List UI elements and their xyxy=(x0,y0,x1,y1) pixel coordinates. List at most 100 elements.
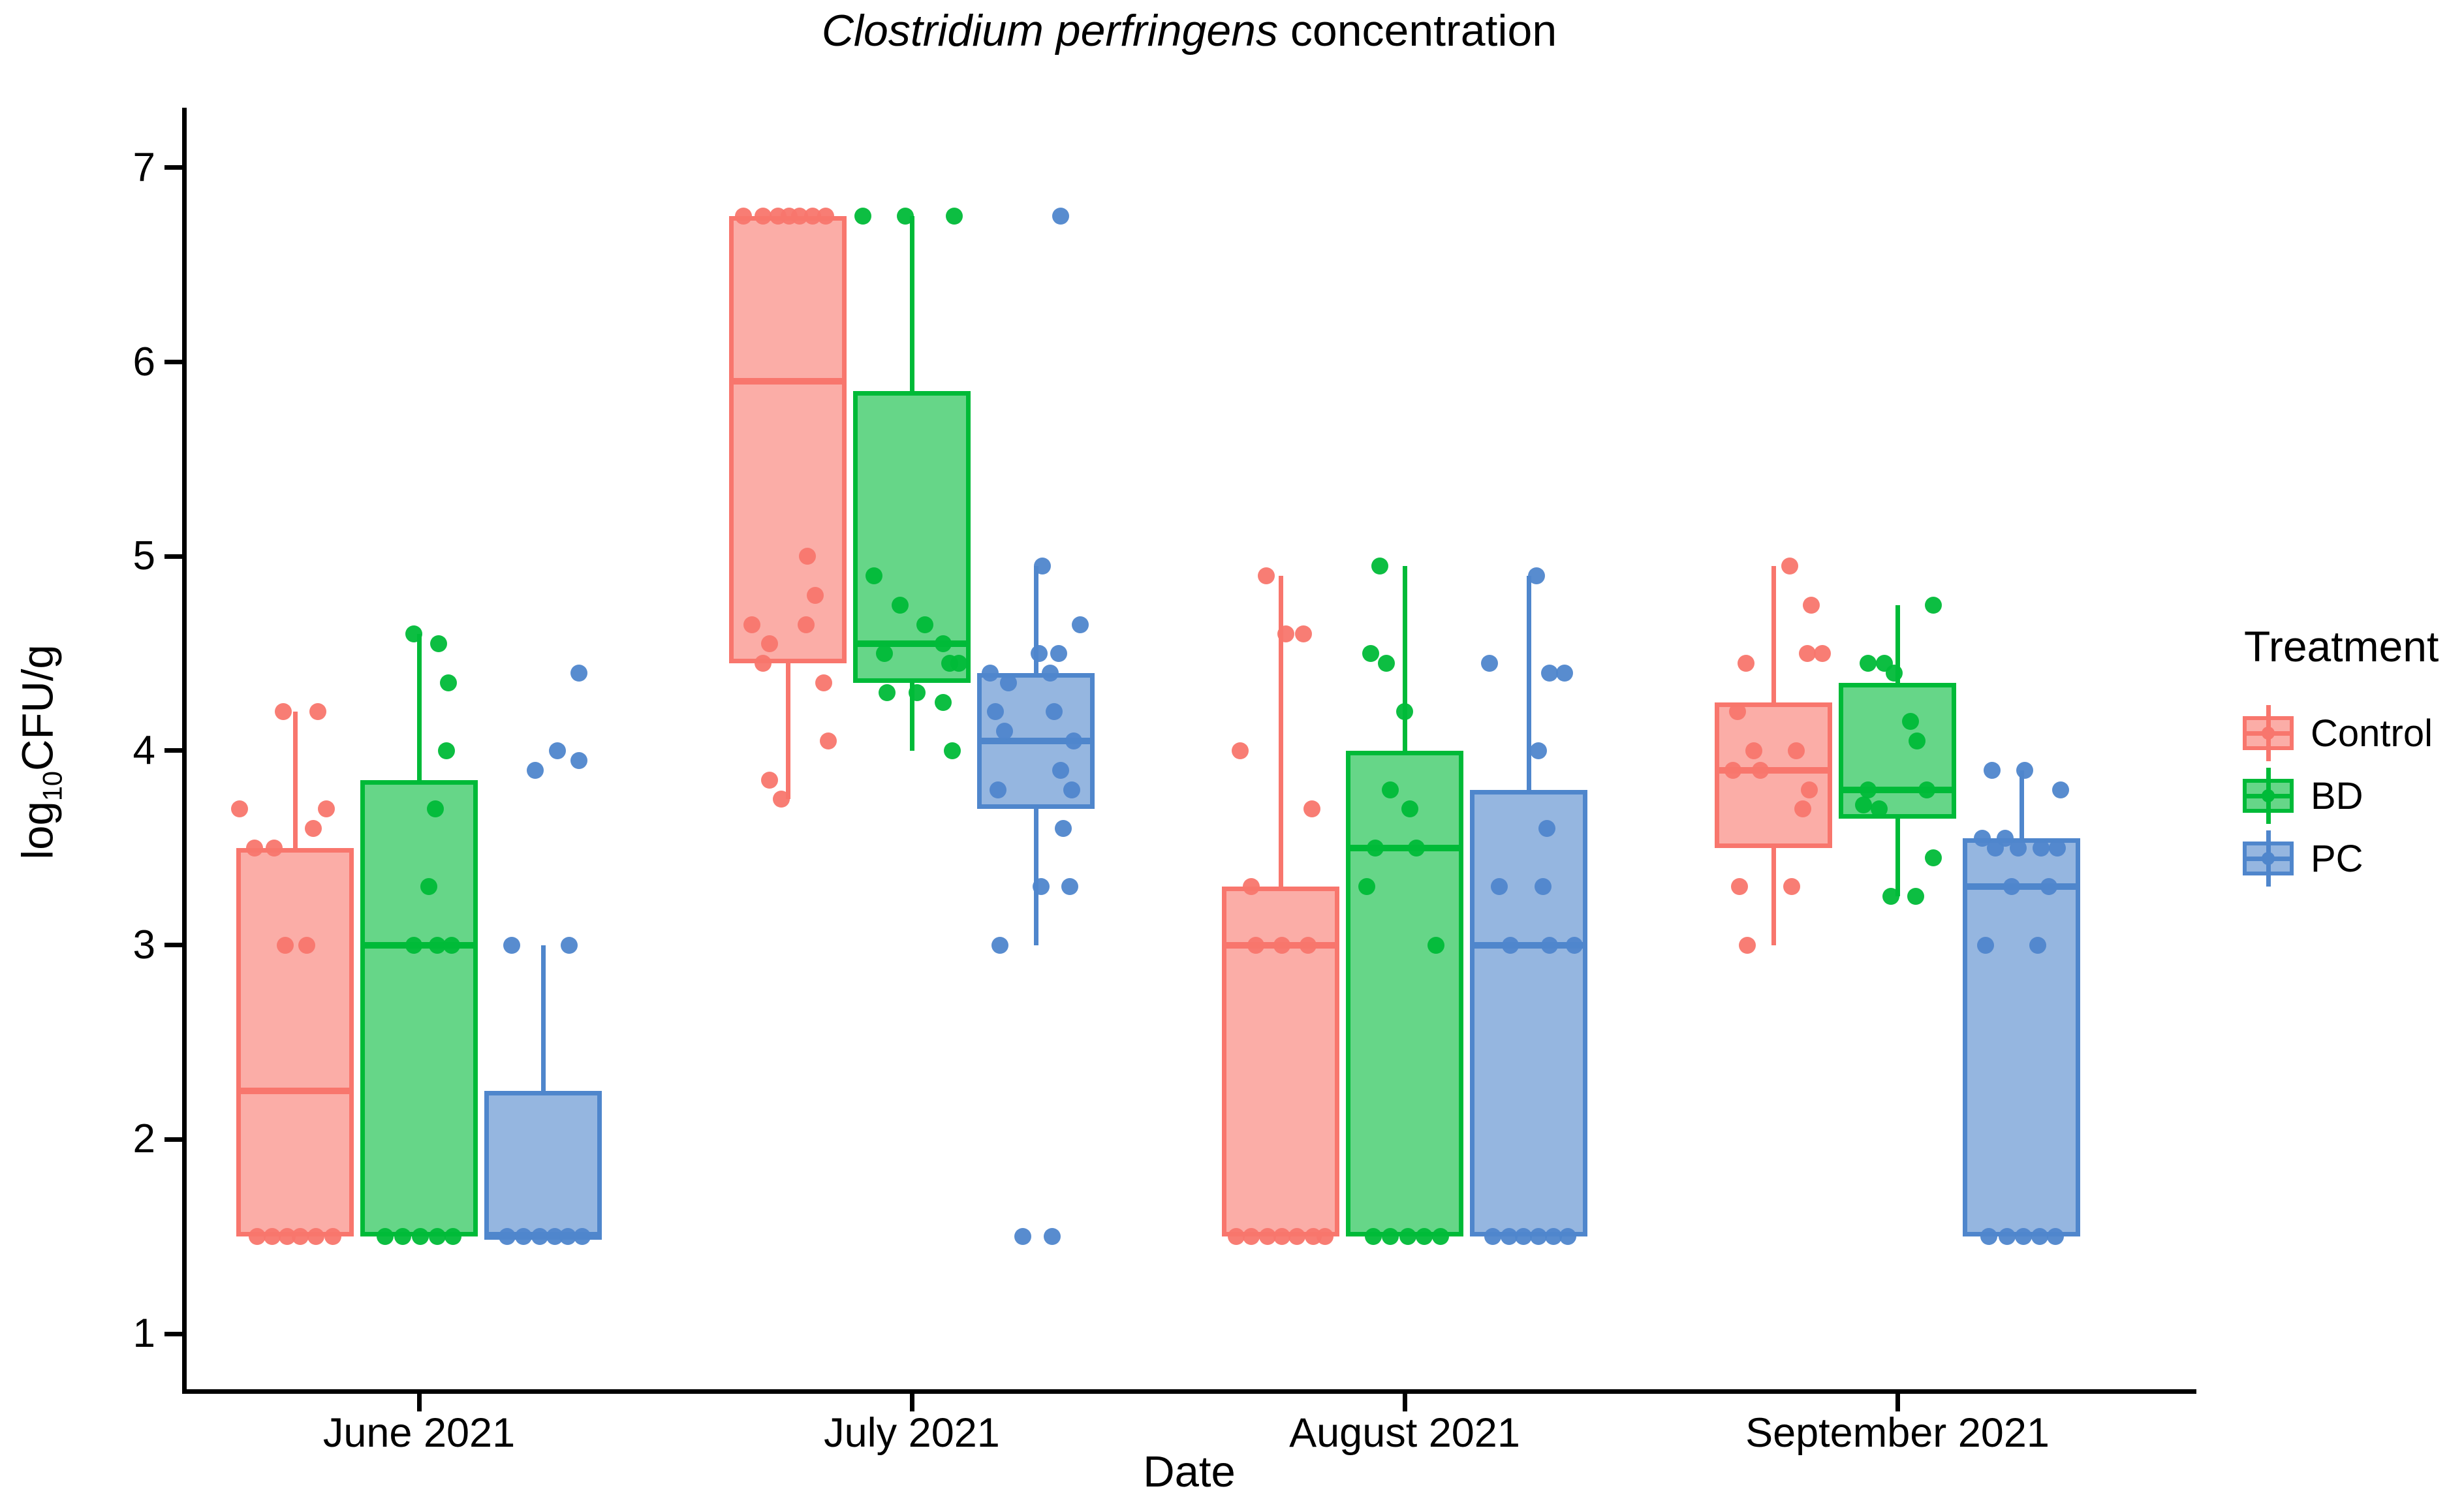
jitter-point xyxy=(2040,878,2057,896)
jitter-point xyxy=(1033,878,1050,896)
jitter-point xyxy=(1300,936,1317,954)
jitter-point xyxy=(1247,936,1264,954)
jitter-point xyxy=(817,208,834,225)
median-line xyxy=(977,738,1095,745)
jitter-point xyxy=(1072,616,1089,633)
x-tick-mark xyxy=(416,1394,422,1411)
jitter-point xyxy=(909,684,926,701)
jitter-point xyxy=(549,742,566,759)
jitter-point xyxy=(1545,1228,1562,1246)
jitter-point xyxy=(897,208,914,225)
jitter-point xyxy=(1860,781,1877,798)
jitter-point xyxy=(430,635,447,653)
legend-key-point xyxy=(2262,727,2275,740)
jitter-point xyxy=(307,1228,324,1246)
jitter-point xyxy=(1427,936,1444,954)
jitter-point xyxy=(1738,655,1754,672)
x-axis-title: Date xyxy=(1143,1447,1236,1495)
jitter-point xyxy=(570,751,587,769)
jitter-point xyxy=(1362,645,1379,663)
jitter-point xyxy=(427,800,444,818)
jitter-point xyxy=(1046,703,1063,721)
jitter-point xyxy=(950,655,967,672)
jitter-point xyxy=(1484,1228,1501,1246)
jitter-point xyxy=(1559,1228,1576,1246)
jitter-point xyxy=(1317,1228,1333,1246)
whisker-lower xyxy=(909,682,914,751)
jitter-point xyxy=(1556,664,1573,682)
jitter-point xyxy=(1258,567,1275,585)
jitter-point xyxy=(1014,1228,1031,1246)
legend-item-label: PC xyxy=(2311,837,2363,880)
median-line xyxy=(1715,766,1832,774)
jitter-point xyxy=(1382,781,1399,798)
whisker-upper xyxy=(2019,770,2024,838)
median-line xyxy=(236,1087,354,1094)
median-line xyxy=(1963,883,2080,890)
jitter-point xyxy=(1538,820,1555,838)
jitter-point xyxy=(531,1228,548,1246)
y-axis-line xyxy=(182,108,187,1394)
jitter-point xyxy=(996,723,1013,740)
y-tick-label: 1 xyxy=(133,1311,155,1356)
jitter-point xyxy=(935,635,952,653)
jitter-point xyxy=(990,781,1006,798)
whisker-upper xyxy=(1771,566,1776,702)
legend-key-point xyxy=(2262,852,2275,865)
jitter-point xyxy=(266,839,283,857)
jitter-point xyxy=(1031,645,1048,663)
jitter-point xyxy=(807,586,824,604)
jitter-point xyxy=(405,625,422,643)
jitter-point xyxy=(1925,849,1942,866)
jitter-point xyxy=(944,742,961,759)
legend-item-label: BD xyxy=(2311,774,2363,817)
jitter-point xyxy=(755,208,772,225)
jitter-point xyxy=(879,684,896,701)
chart-title-rest: concentration xyxy=(1278,6,1557,55)
jitter-point xyxy=(1358,878,1375,896)
y-tick-label: 6 xyxy=(133,339,155,385)
jitter-point xyxy=(991,936,1008,954)
jitter-point xyxy=(1371,558,1388,575)
jitter-point xyxy=(1378,655,1395,672)
jitter-point xyxy=(420,878,437,896)
whisker-lower xyxy=(785,663,790,800)
x-tick-label: September 2021 xyxy=(1745,1410,2050,1456)
jitter-point xyxy=(1515,1228,1532,1246)
box-control-1 xyxy=(729,216,847,664)
whisker-upper xyxy=(1526,576,1531,790)
box-control-0 xyxy=(236,847,354,1237)
legend-key-point xyxy=(2262,789,2275,802)
jitter-point xyxy=(318,800,335,818)
jitter-point xyxy=(1925,596,1942,614)
jitter-point xyxy=(987,703,1004,721)
jitter-point xyxy=(1788,742,1805,759)
jitter-point xyxy=(935,693,952,711)
jitter-point xyxy=(2015,1228,2032,1246)
whisker-lower xyxy=(1033,809,1038,945)
box-bd-2 xyxy=(1346,750,1463,1237)
jitter-point xyxy=(1977,936,1994,954)
jitter-point xyxy=(1814,645,1831,663)
chart-title: Clostridium perfringens concentration xyxy=(184,5,2194,56)
jitter-point xyxy=(1050,645,1067,663)
median-line xyxy=(1839,786,1956,793)
jitter-point xyxy=(503,936,520,954)
jitter-point xyxy=(1052,208,1069,225)
median-line xyxy=(1346,844,1463,851)
jitter-point xyxy=(2031,1228,2048,1246)
jitter-point xyxy=(2029,936,2046,954)
jitter-point xyxy=(1243,878,1260,896)
jitter-point xyxy=(1232,742,1249,759)
legend-key-boxplot-icon xyxy=(2240,768,2296,824)
x-tick-label: August 2021 xyxy=(1289,1410,1520,1456)
chart-title-species: Clostridium perfringens xyxy=(821,6,1278,55)
jitter-point xyxy=(982,664,999,682)
jitter-point xyxy=(1044,1228,1061,1246)
jitter-point xyxy=(1034,558,1051,575)
jitter-point xyxy=(1781,558,1798,575)
jitter-point xyxy=(1999,1228,2016,1246)
jitter-point xyxy=(1530,742,1547,759)
jitter-point xyxy=(443,936,460,954)
